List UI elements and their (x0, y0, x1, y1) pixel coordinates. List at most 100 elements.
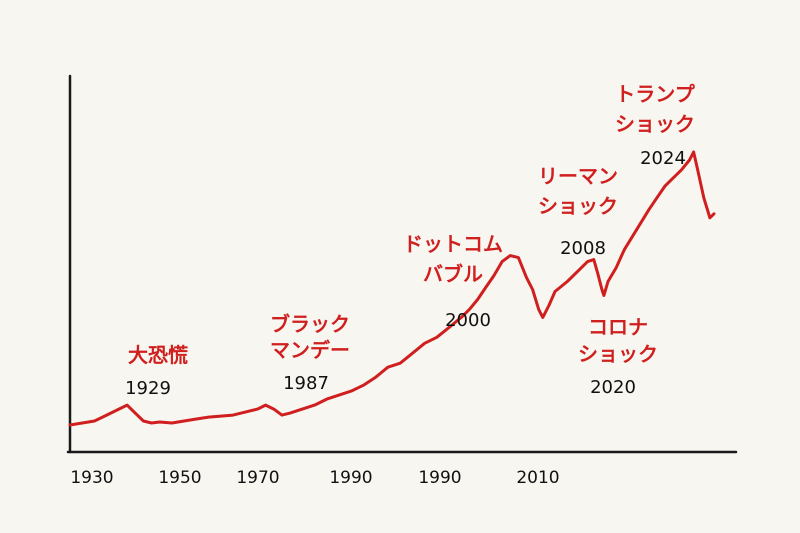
x-tick-label: 1970 (236, 468, 279, 488)
x-tick-label: 1990 (418, 468, 461, 488)
data-point (183, 420, 185, 422)
data-point (195, 418, 198, 420)
data-point (548, 304, 550, 307)
data-point (448, 326, 450, 329)
data-point (244, 411, 247, 413)
data-point (501, 260, 503, 263)
event-label: リーマン (538, 164, 618, 188)
data-point (703, 197, 705, 199)
data-point (601, 288, 603, 291)
data-point (531, 288, 534, 291)
data-point (399, 362, 402, 365)
data-point (81, 422, 83, 424)
data-point (387, 366, 389, 369)
data-point (301, 408, 304, 410)
data-point (635, 228, 638, 231)
event-label: コロナ (588, 315, 648, 339)
data-point (692, 151, 695, 153)
data-point (338, 394, 340, 396)
event-year: 2020 (590, 377, 636, 398)
event-label: ショック (578, 342, 658, 366)
event-label: ドットコム (403, 232, 503, 256)
data-point (493, 274, 495, 277)
data-point (623, 248, 626, 251)
x-tick-label: 1950 (158, 468, 201, 488)
data-point (69, 424, 71, 426)
data-point (220, 415, 222, 417)
data-point (150, 422, 153, 424)
data-point (586, 260, 589, 263)
data-point (566, 280, 569, 283)
data-point (374, 376, 377, 379)
data-point (537, 308, 540, 311)
data-point (672, 177, 674, 179)
event-annotation: 大恐慌 1929 (125, 343, 188, 399)
data-point (476, 298, 479, 301)
event-label: ショック (538, 194, 618, 218)
data-point (517, 256, 520, 259)
data-point (142, 420, 145, 422)
event-year: 2024 (640, 148, 686, 169)
data-point (134, 412, 136, 414)
event-label: ショック (615, 112, 695, 136)
data-point (93, 420, 96, 422)
data-point (525, 276, 528, 279)
data-point (688, 159, 691, 161)
event-year: 2000 (445, 310, 491, 331)
data-point (468, 308, 471, 311)
data-point (542, 316, 544, 319)
data-point (264, 404, 267, 406)
data-point (350, 390, 353, 392)
data-point (118, 408, 120, 410)
data-point (436, 336, 438, 339)
data-point (281, 414, 283, 416)
data-point (105, 414, 108, 416)
data-point (713, 213, 715, 215)
data-point (158, 421, 161, 423)
data-point (423, 342, 426, 345)
event-label: バブル (423, 262, 483, 286)
data-point (593, 258, 595, 261)
data-point (411, 352, 414, 355)
x-tick-label: 2010 (516, 468, 559, 488)
data-point (696, 169, 699, 171)
data-point (603, 294, 605, 297)
data-point (509, 254, 512, 257)
event-label: トランプ (615, 82, 695, 106)
x-tick-label: 1990 (329, 468, 372, 488)
data-point (289, 412, 291, 414)
event-label: 大恐慌 (128, 343, 188, 367)
data-point (326, 398, 328, 400)
data-point (680, 169, 683, 171)
data-point (615, 266, 617, 269)
data-point (273, 408, 275, 410)
data-point (256, 408, 259, 410)
data-point (664, 185, 666, 187)
data-point (607, 280, 609, 283)
data-point (232, 414, 234, 416)
data-point (362, 384, 365, 387)
x-tick-label: 1930 (70, 468, 113, 488)
event-label: マンデー (270, 338, 350, 362)
data-point (207, 416, 210, 418)
data-point (648, 209, 650, 211)
data-point (460, 316, 463, 319)
data-point (484, 286, 487, 289)
data-point (126, 404, 128, 406)
event-label: ブラック (270, 312, 350, 336)
data-point (313, 404, 316, 406)
data-point (597, 272, 599, 275)
data-point (554, 290, 556, 293)
data-point (656, 197, 658, 199)
event-year: 1987 (283, 373, 329, 394)
data-point (578, 268, 581, 271)
event-year: 1929 (125, 378, 171, 399)
data-point (709, 217, 711, 219)
event-year: 2008 (560, 238, 606, 259)
